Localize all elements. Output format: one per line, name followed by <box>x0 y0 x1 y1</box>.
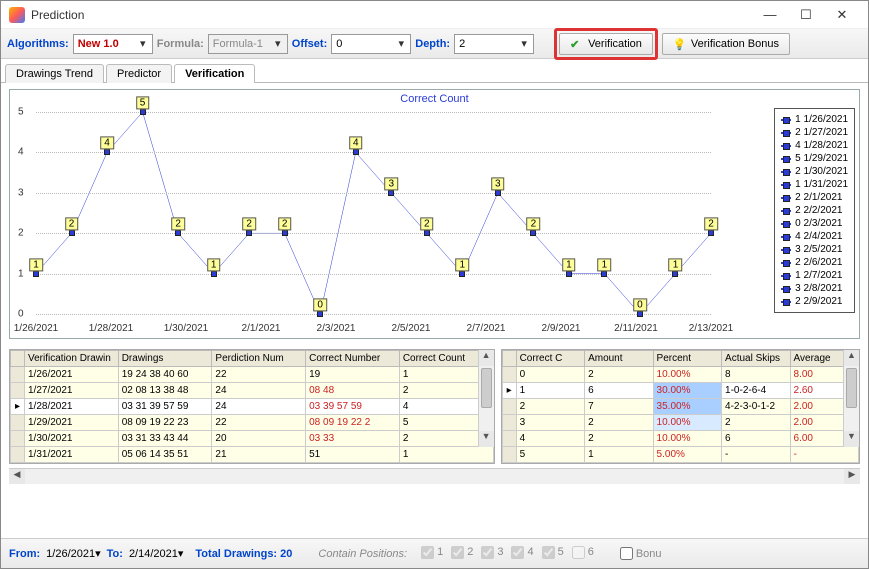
tab-verification[interactable]: Verification <box>174 64 255 83</box>
formula-label: Formula: <box>157 38 204 50</box>
position-checkbox-1 <box>421 546 434 559</box>
toolbar: Algorithms: New 1.0▾ Formula: Formula-1▾… <box>1 29 868 59</box>
to-label: To: <box>107 548 123 560</box>
position-checkbox-2 <box>451 546 464 559</box>
position-checkbox-5 <box>542 546 555 559</box>
position-checkbox-6 <box>572 546 585 559</box>
close-button[interactable]: ✕ <box>824 3 860 27</box>
from-date-dropdown[interactable]: 1/26/2021▾ <box>46 547 100 560</box>
summary-grid[interactable]: Correct CAmountPercentActual SkipsAverag… <box>501 349 860 464</box>
algorithms-label: Algorithms: <box>7 38 69 50</box>
scrollbar-vertical[interactable]: ▲▼ <box>843 350 859 447</box>
verification-button[interactable]: ✔Verification <box>559 33 653 55</box>
contain-positions-label: Contain Positions: <box>318 548 407 560</box>
total-drawings-label: Total Drawings: 20 <box>195 548 292 560</box>
minimize-button[interactable]: ― <box>752 3 788 27</box>
offset-label: Offset: <box>292 38 327 50</box>
tab-predictor[interactable]: Predictor <box>106 64 172 83</box>
verification-highlight: ✔Verification <box>554 28 658 60</box>
to-date-dropdown[interactable]: 2/14/2021▾ <box>129 547 183 560</box>
formula-dropdown: Formula-1▾ <box>208 34 288 54</box>
window-title: Prediction <box>31 8 752 22</box>
depth-dropdown[interactable]: 2▾ <box>454 34 534 54</box>
app-icon <box>9 7 25 23</box>
algorithms-dropdown[interactable]: New 1.0▾ <box>73 34 153 54</box>
chart-title: Correct Count <box>400 93 468 105</box>
position-checkbox-3 <box>481 546 494 559</box>
window-titlebar: Prediction ― ☐ ✕ <box>1 1 868 29</box>
from-label: From: <box>9 548 40 560</box>
depth-label: Depth: <box>415 38 450 50</box>
tabstrip: Drawings Trend Predictor Verification <box>1 61 868 83</box>
footer-bar: From: 1/26/2021▾ To: 2/14/2021▾ Total Dr… <box>1 538 868 568</box>
chart: Correct Count 12452122043213211012 1 1/2… <box>9 89 860 339</box>
scrollbar-vertical[interactable]: ▲▼ <box>478 350 494 447</box>
tab-drawings-trend[interactable]: Drawings Trend <box>5 64 104 83</box>
chart-legend: 1 1/26/20212 1/27/20214 1/28/20215 1/29/… <box>774 108 855 313</box>
bonus-checkbox[interactable] <box>620 547 633 560</box>
scrollbar-horizontal[interactable]: ◀▶ <box>9 468 860 484</box>
verification-bonus-button[interactable]: 💡Verification Bonus <box>662 33 790 55</box>
verification-grid[interactable]: Verification DrawinDrawingsPerdiction Nu… <box>9 349 495 464</box>
position-checkbox-4 <box>511 546 524 559</box>
offset-dropdown[interactable]: 0▾ <box>331 34 411 54</box>
maximize-button[interactable]: ☐ <box>788 3 824 27</box>
